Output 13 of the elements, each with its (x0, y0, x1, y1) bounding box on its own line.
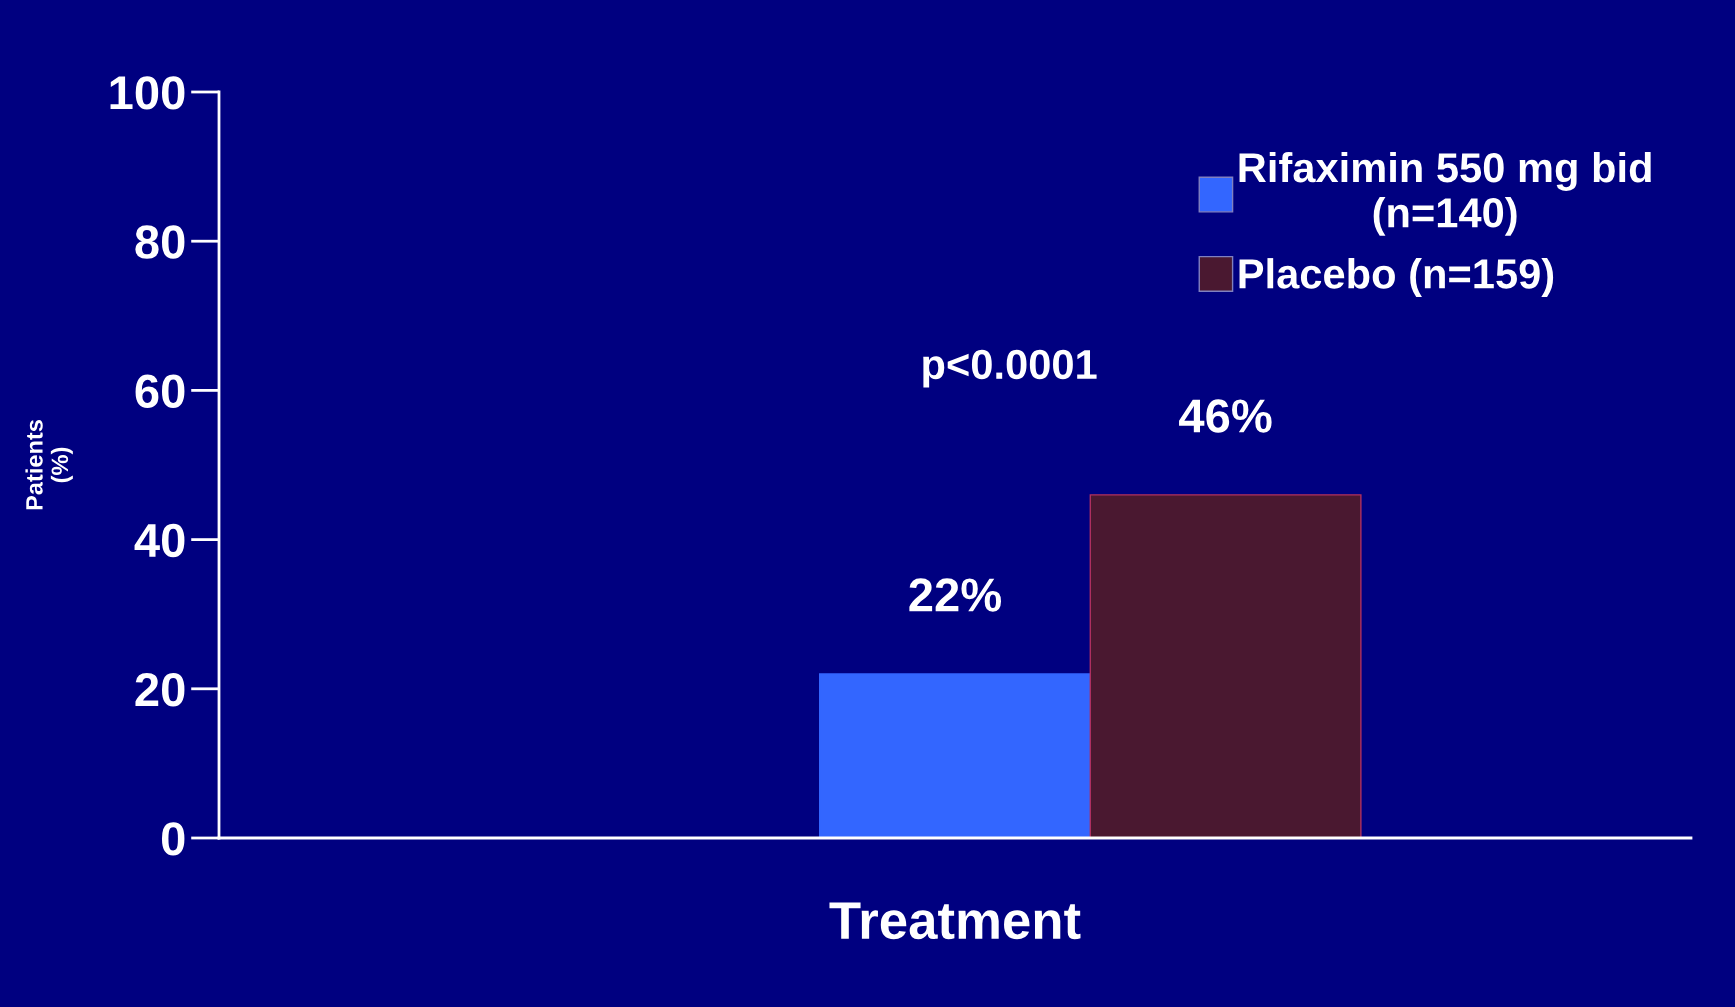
legend-label: Rifaximin 550 mg bid (n=140) (1239, 151, 1651, 236)
legend-label: Placebo (n=159) (1239, 258, 1554, 297)
y-tick-label: 0 (161, 822, 185, 856)
y-tick-label: 20 (135, 672, 185, 707)
y-tick-label: 100 (110, 76, 185, 110)
y-tick-label: 60 (135, 374, 185, 408)
y-axis-title: Patients (%) (25, 420, 73, 510)
y-tick-label: 80 (135, 225, 185, 259)
x-axis-title: Treatment (829, 902, 1081, 940)
y-tick-label: 40 (134, 523, 185, 558)
data-label: 46% (1179, 399, 1272, 433)
annotation: p<0.0001 (923, 349, 1097, 388)
data-label: 22% (909, 578, 1002, 612)
